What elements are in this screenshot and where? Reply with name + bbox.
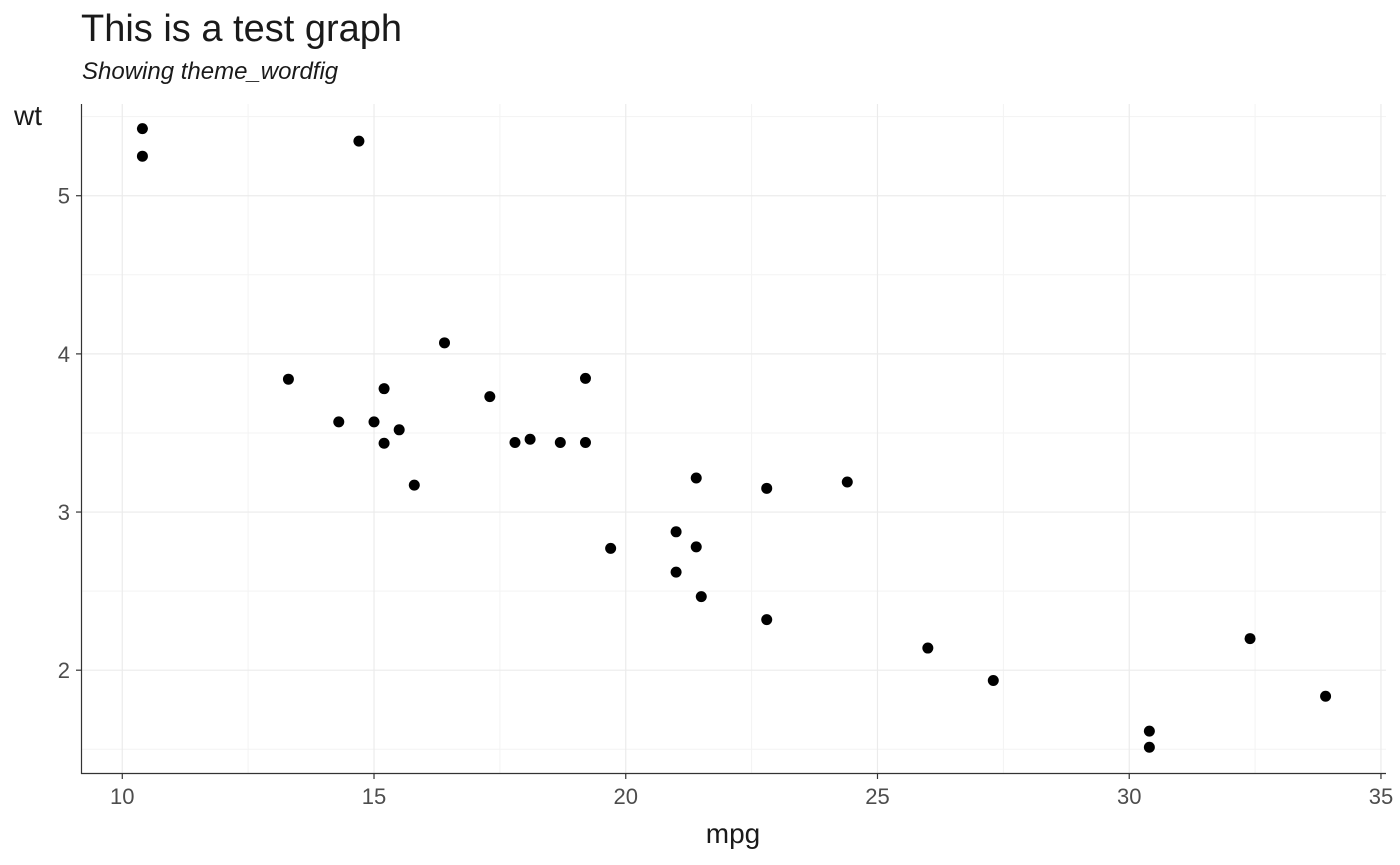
- data-point: [282, 373, 294, 385]
- data-point: [690, 472, 702, 484]
- y-tick-label: 2: [58, 658, 70, 683]
- data-point: [1320, 690, 1332, 702]
- data-point: [353, 135, 365, 147]
- x-tick-label: 20: [614, 784, 638, 809]
- data-point: [987, 674, 999, 686]
- data-points: [136, 123, 1332, 753]
- data-point: [333, 416, 345, 428]
- data-point: [922, 642, 934, 654]
- x-tick-label: 15: [362, 784, 386, 809]
- x-tick-label: 25: [865, 784, 889, 809]
- data-point: [761, 614, 773, 626]
- data-point: [408, 479, 420, 491]
- data-point: [136, 123, 148, 135]
- data-point: [378, 437, 390, 449]
- data-point: [1244, 633, 1256, 645]
- data-point: [605, 542, 617, 554]
- y-tick-label: 5: [58, 184, 70, 209]
- x-ticks: 10 15 20 25 30 35: [110, 773, 1393, 809]
- y-ticks: 2 3 4 5: [58, 184, 82, 683]
- data-point: [524, 433, 536, 445]
- data-point: [484, 391, 496, 403]
- data-point: [368, 416, 380, 428]
- grid-major: [82, 104, 1386, 773]
- data-point: [136, 150, 148, 162]
- data-point: [554, 436, 566, 448]
- grid-minor: [82, 104, 1386, 773]
- x-tick-label: 10: [110, 784, 134, 809]
- data-point: [579, 436, 591, 448]
- x-tick-label: 35: [1369, 784, 1393, 809]
- x-axis-title: mpg: [706, 818, 760, 849]
- chart-subtitle: Showing theme_wordfig: [82, 58, 339, 85]
- data-point: [579, 372, 591, 384]
- data-point: [1143, 725, 1155, 737]
- data-point: [670, 566, 682, 578]
- data-point: [670, 526, 682, 538]
- y-tick-label: 3: [58, 500, 70, 525]
- data-point: [695, 591, 707, 603]
- y-tick-label: 4: [58, 342, 70, 367]
- data-point: [509, 436, 521, 448]
- data-point: [841, 476, 853, 488]
- data-point: [690, 541, 702, 553]
- y-axis-title: wt: [13, 100, 42, 131]
- data-point: [761, 482, 773, 494]
- data-point: [439, 337, 451, 349]
- data-point: [1143, 741, 1155, 753]
- axes: [80, 104, 1386, 775]
- x-tick-label: 30: [1117, 784, 1141, 809]
- chart-title: This is a test graph: [81, 8, 403, 50]
- data-point: [378, 383, 390, 395]
- data-point: [393, 424, 405, 436]
